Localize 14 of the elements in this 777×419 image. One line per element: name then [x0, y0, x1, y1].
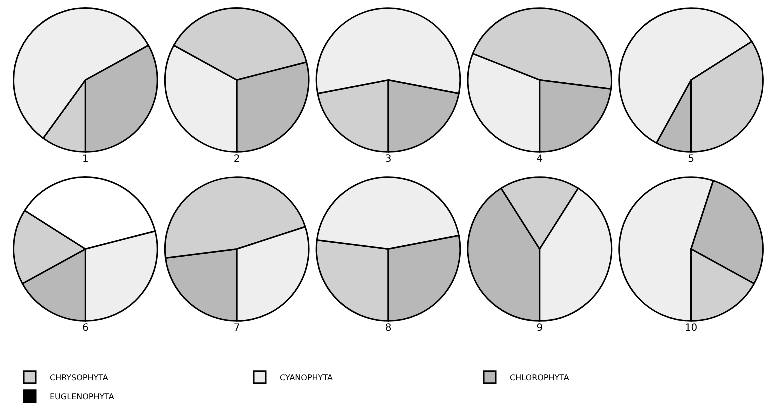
text: 1: [82, 154, 89, 166]
text: 9: [536, 323, 544, 334]
text: 10: [684, 323, 698, 334]
text: 3: [385, 154, 392, 166]
text: 4: [536, 154, 544, 166]
text: 5: [688, 154, 694, 166]
text: 2: [234, 154, 240, 166]
text: 6: [82, 323, 89, 334]
legend-label: EUGLENOPHYTA: [50, 392, 115, 402]
legend-label: CYANOPHYTA: [280, 374, 334, 383]
legend-label: CHRYSOPHYTA: [50, 374, 109, 383]
text: 7: [234, 323, 240, 334]
legend-label: CHLOROPHYTA: [510, 374, 570, 383]
text: 8: [385, 323, 392, 334]
